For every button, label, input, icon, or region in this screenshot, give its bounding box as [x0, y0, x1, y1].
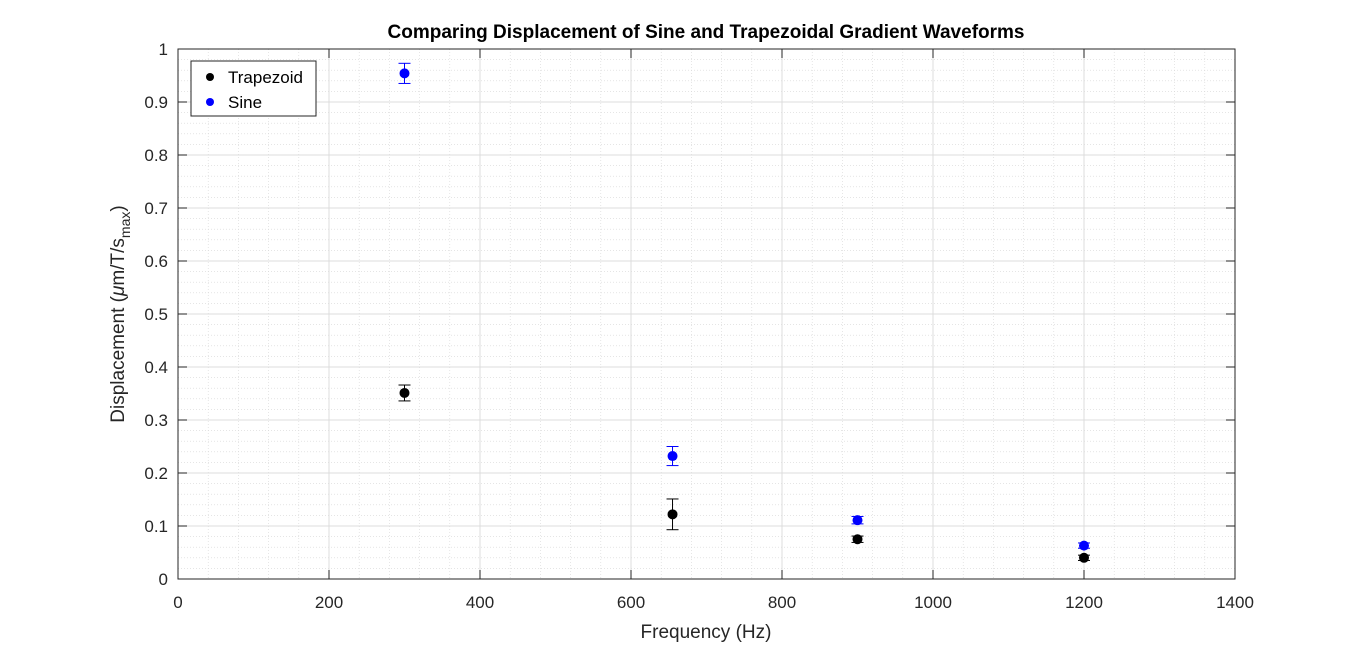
y-axis-label: Displacement (μm/T/smax): [108, 205, 133, 422]
legend-label-trapezoid: Trapezoid: [228, 68, 303, 87]
x-tick-label: 800: [768, 593, 796, 612]
y-tick-label: 0: [159, 570, 168, 589]
data-point-trapezoid: [852, 534, 863, 545]
data-point-trapezoid: [1079, 552, 1089, 563]
y-tick-label: 0.2: [144, 464, 168, 483]
legend-marker-trapezoid: [206, 73, 214, 81]
legend: Trapezoid Sine: [190, 60, 317, 117]
legend-marker-sine: [206, 98, 214, 106]
data-point-sine: [852, 515, 863, 526]
x-tick-label: 1000: [914, 593, 952, 612]
data-point-trapezoid: [667, 509, 678, 520]
x-tick-label: 1400: [1216, 593, 1254, 612]
x-tick-label: 1200: [1065, 593, 1103, 612]
y-label-subscript: max: [117, 212, 133, 238]
legend-label-sine: Sine: [228, 93, 262, 112]
y-tick-label: 0.3: [144, 411, 168, 430]
y-tick-label: 0.7: [144, 199, 168, 218]
y-label-main: Displacement (: [108, 295, 129, 422]
data-point-sine: [667, 451, 678, 462]
x-tick-labels: 0 200 400 600 800 1000 1200 1400: [173, 593, 1254, 612]
y-label-mu: μ: [108, 285, 129, 297]
data-point-sine: [399, 68, 410, 79]
y-label-unit: m/T/s: [108, 238, 129, 286]
x-axis-label: Frequency (Hz): [641, 622, 772, 643]
y-tick-label: 1: [159, 40, 168, 59]
y-tick-label: 0.9: [144, 93, 168, 112]
y-tick-labels: 0 0.1 0.2 0.3 0.4 0.5 0.6 0.7 0.8 0.9 1: [144, 40, 168, 589]
x-tick-label: 400: [466, 593, 494, 612]
data-points: [399, 68, 1089, 563]
y-tick-label: 0.5: [144, 305, 168, 324]
data-point-sine: [1079, 540, 1089, 551]
y-tick-label: 0.6: [144, 252, 168, 271]
y-label-close: ): [108, 205, 129, 211]
legend-box: [190, 60, 317, 117]
chart-title: Comparing Displacement of Sine and Trape…: [388, 22, 1025, 43]
x-tick-label: 200: [315, 593, 343, 612]
y-tick-label: 0.4: [144, 358, 168, 377]
axis-ticks: [177, 48, 1236, 580]
x-tick-label: 600: [617, 593, 645, 612]
x-tick-label: 0: [173, 593, 182, 612]
y-tick-label: 0.8: [144, 146, 168, 165]
data-point-trapezoid: [399, 387, 410, 398]
y-tick-label: 0.1: [144, 517, 168, 536]
